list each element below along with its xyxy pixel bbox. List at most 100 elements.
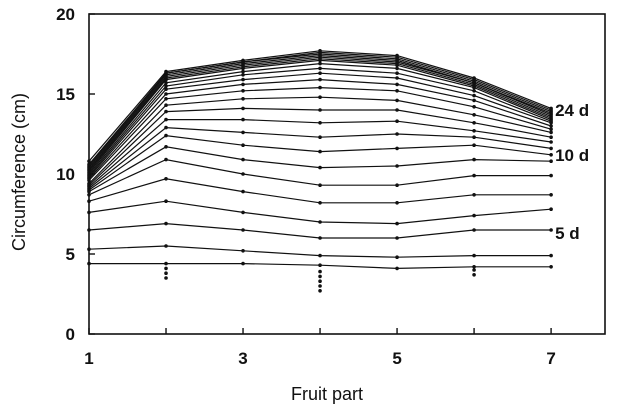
data-point: [395, 236, 399, 240]
data-point: [395, 183, 399, 187]
data-point: [472, 98, 476, 103]
data-point: [164, 103, 168, 107]
data-point: [241, 97, 245, 101]
data-point: [318, 253, 322, 258]
data-point: [318, 289, 322, 293]
x-axis-title: Fruit part: [291, 384, 363, 404]
data-point: [472, 173, 476, 178]
data-point: [318, 49, 322, 53]
data-point: [318, 77, 322, 82]
data-point: [164, 199, 168, 203]
data-point: [395, 164, 399, 168]
data-point: [395, 108, 399, 112]
series-annotation: 24 d: [555, 101, 589, 120]
data-point: [164, 92, 168, 96]
data-point: [241, 249, 245, 253]
data-point: [241, 77, 245, 82]
data-point: [87, 228, 91, 232]
series-line: [88, 58, 552, 172]
y-tick-label: 0: [66, 325, 75, 344]
data-point: [318, 71, 322, 75]
ticks-layer: 0 5 10 15 20 1 3 5 7: [56, 5, 556, 368]
data-point: [395, 76, 399, 80]
data-point: [395, 255, 399, 259]
series-annotation: 5 d: [555, 224, 580, 243]
data-point: [395, 71, 399, 75]
data-point: [164, 133, 168, 138]
data-point: [318, 274, 322, 279]
data-point: [318, 66, 322, 71]
x-tick-label: 5: [392, 349, 401, 368]
data-point: [318, 108, 322, 112]
data-point: [164, 266, 168, 271]
data-point: [549, 159, 553, 163]
data-point: [318, 183, 322, 187]
data-point: [241, 58, 245, 63]
data-point: [241, 106, 245, 111]
data-point: [472, 76, 476, 80]
data-point: [87, 159, 91, 163]
data-point: [472, 113, 476, 117]
data-point: [472, 89, 476, 93]
data-point: [549, 265, 553, 269]
data-point: [395, 53, 399, 58]
data-point: [87, 181, 91, 186]
data-point: [472, 143, 476, 147]
data-point: [472, 121, 476, 125]
data-point: [318, 284, 322, 288]
data-point: [395, 82, 399, 87]
data-point: [164, 84, 168, 88]
data-point: [87, 210, 91, 215]
data-point: [549, 173, 553, 178]
data-point: [241, 157, 245, 162]
data-point: [472, 193, 476, 197]
data-point: [472, 273, 476, 277]
data-point: [395, 266, 399, 271]
data-point: [164, 221, 168, 226]
series-line: [88, 158, 552, 196]
series-line: [88, 178, 552, 204]
data-point: [241, 82, 245, 87]
data-point: [472, 228, 476, 232]
data-point: [164, 69, 168, 74]
series-line: [88, 222, 552, 239]
data-point: [241, 172, 245, 176]
data-point: [318, 85, 322, 90]
data-point: [318, 201, 322, 205]
data-point: [395, 119, 399, 123]
data-point: [472, 105, 476, 109]
data-point: [318, 135, 322, 139]
data-point: [87, 261, 91, 266]
data-point: [318, 220, 322, 224]
data-point: [164, 109, 168, 114]
series-layer: [88, 50, 552, 270]
data-point: [549, 140, 553, 144]
data-point: [164, 87, 168, 91]
data-point: [318, 149, 322, 154]
y-axis-title: Circumference (cm): [9, 93, 29, 251]
data-point: [318, 269, 322, 274]
points-layer: [87, 49, 553, 293]
data-point: [549, 127, 553, 131]
data-point: [164, 261, 168, 266]
data-point: [164, 145, 168, 149]
data-point: [318, 121, 322, 125]
data-point: [395, 89, 399, 93]
data-point: [164, 244, 168, 248]
data-point: [549, 153, 553, 157]
data-point: [318, 95, 322, 99]
series-line: [88, 107, 552, 186]
y-tick-label: 10: [56, 165, 75, 184]
data-point: [472, 253, 476, 258]
data-point: [549, 228, 553, 232]
series-annotation: 10 d: [555, 146, 589, 165]
data-point: [241, 73, 245, 77]
data-point: [472, 268, 476, 272]
data-point: [318, 165, 322, 170]
y-tick-label: 5: [66, 245, 75, 264]
data-point: [395, 221, 399, 226]
x-tick-label: 1: [84, 349, 93, 368]
data-point: [164, 157, 168, 162]
data-point: [87, 162, 91, 167]
